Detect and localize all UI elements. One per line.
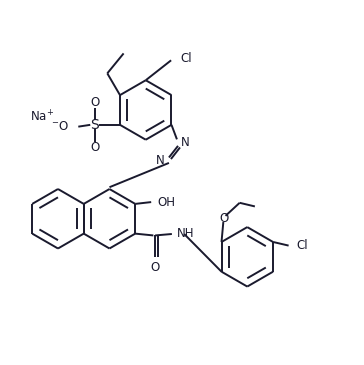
Text: Na$^{+}$: Na$^{+}$ [30, 109, 54, 124]
Text: O: O [90, 96, 99, 108]
Text: Cl: Cl [180, 52, 192, 65]
Text: $^{-}$O: $^{-}$O [51, 120, 69, 133]
Text: N: N [181, 137, 190, 150]
Text: Cl: Cl [297, 239, 308, 252]
Text: S: S [90, 118, 99, 132]
Text: O: O [90, 141, 99, 154]
Text: N: N [156, 154, 165, 167]
Text: NH: NH [177, 227, 194, 241]
Text: O: O [219, 212, 229, 225]
Text: O: O [151, 261, 160, 274]
Text: OH: OH [157, 196, 175, 208]
